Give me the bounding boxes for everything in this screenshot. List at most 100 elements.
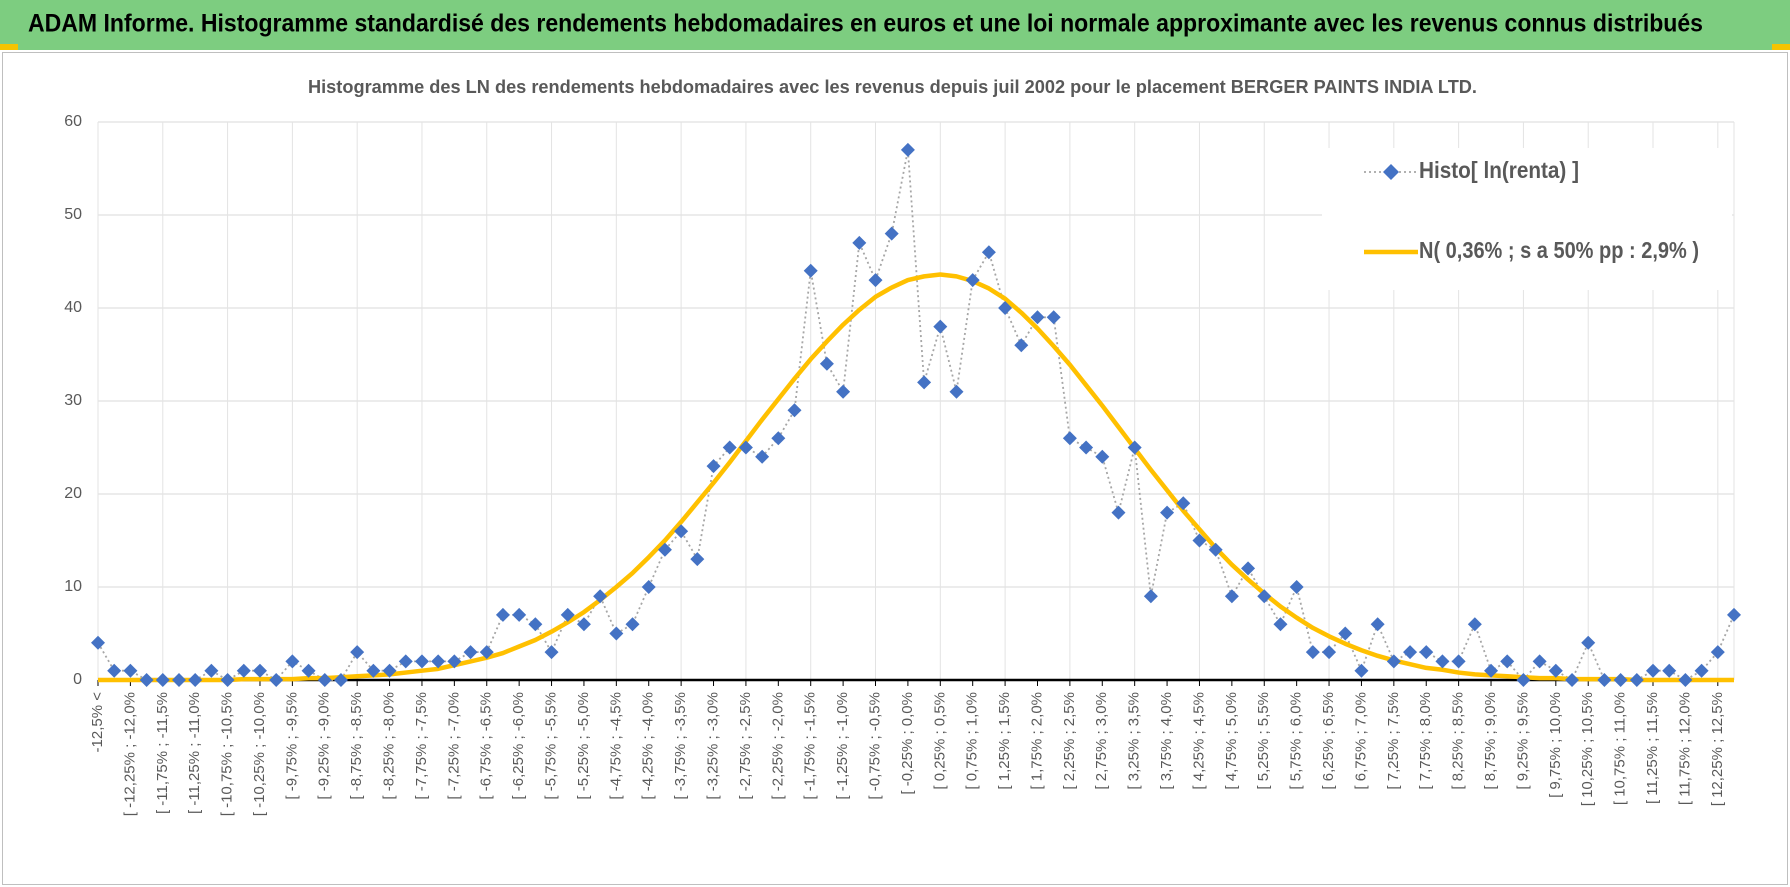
x-tick-label: [ -4,75% ; -4,5% [607, 692, 624, 800]
data-point [1451, 654, 1466, 669]
data-point [1662, 663, 1677, 678]
x-tick-label: [ 7,75% ; 8,0% [1417, 692, 1434, 790]
x-tick-label: [ -11,25% ; -11,0% [186, 692, 203, 814]
x-tick-label: [ 12,25% ; 12,5% [1709, 692, 1726, 806]
y-tick-label: 20 [64, 485, 82, 502]
x-tick-label: [ -2,75% ; -2,5% [737, 692, 754, 800]
y-tick-label: 0 [73, 671, 82, 688]
data-point [479, 645, 494, 660]
x-tick-label: [ 1,75% ; 2,0% [1028, 692, 1045, 790]
x-tick-label: [ -5,75% ; -5,5% [543, 692, 560, 800]
data-point [1370, 617, 1385, 632]
data-point [576, 617, 591, 632]
data-point [1386, 654, 1401, 669]
data-point [285, 654, 300, 669]
data-point [1322, 645, 1337, 660]
data-point [852, 235, 867, 250]
x-tick-label: [ 0,25% ; 0,5% [931, 692, 948, 790]
x-tick-label: [ 4,25% ; 4,5% [1190, 692, 1207, 790]
x-tick-label: [ -0,25% ; 0,0% [899, 692, 916, 795]
x-tick-label: [ 4,75% ; 5,0% [1223, 692, 1240, 790]
x-tick-label: [ -4,25% ; -4,0% [640, 692, 657, 800]
data-point [528, 617, 543, 632]
y-tick-label: 50 [64, 206, 82, 223]
data-point [1079, 440, 1094, 455]
data-point [1241, 561, 1256, 576]
x-tick-label: [ -6,75% ; -6,5% [478, 692, 495, 800]
data-point [998, 301, 1013, 315]
data-point [657, 542, 672, 557]
data-point [1176, 496, 1191, 511]
legend-label: Histo[ ln(renta) ] [1419, 157, 1579, 183]
x-tick-label: [ 8,25% ; 8,5% [1450, 692, 1467, 790]
data-point [1484, 663, 1499, 678]
data-point [269, 673, 284, 687]
data-point [1208, 542, 1223, 557]
data-point [1014, 338, 1029, 353]
data-point [1046, 310, 1061, 325]
data-point [690, 552, 705, 567]
data-point [884, 226, 899, 241]
header-title: ADAM Informe. Histogramme standardisé de… [28, 10, 1703, 38]
data-point [350, 645, 365, 660]
x-tick-label: [ 10,75% ; 11,0% [1612, 692, 1629, 805]
data-point [787, 403, 802, 418]
x-tick-label: [ 3,25% ; 3,5% [1126, 692, 1143, 790]
data-point [738, 440, 753, 455]
data-point [512, 607, 527, 622]
data-point [1289, 580, 1304, 594]
x-tick-label: [ -2,25% ; -2,0% [769, 692, 786, 800]
data-point [366, 663, 381, 678]
data-point [1597, 673, 1612, 687]
legend-label: N( 0,36% ; s a 50% pp : 2,9% ) [1419, 237, 1699, 263]
data-point [641, 580, 656, 594]
x-tick-label: [ 2,75% ; 3,0% [1093, 692, 1110, 790]
data-point [1467, 617, 1482, 632]
x-tick-label: [ -10,75% ; -10,5% [219, 692, 236, 816]
data-point [706, 459, 721, 474]
data-point [107, 663, 122, 678]
data-point [1678, 673, 1693, 687]
data-point [593, 589, 608, 604]
x-tick-label: [ 5,25% ; 5,5% [1255, 692, 1272, 790]
data-point [1727, 607, 1741, 622]
data-point [382, 663, 397, 678]
x-tick-label: [ 11,75% ; 12,0% [1676, 692, 1693, 805]
data-point [1403, 645, 1418, 660]
data-point [1435, 654, 1450, 669]
data-point [917, 375, 932, 390]
y-tick-label: 60 [64, 113, 82, 130]
data-point [1419, 645, 1434, 660]
data-point [609, 626, 624, 641]
data-point [1111, 505, 1126, 520]
x-tick-label: [ -12,25% ; -12,0% [121, 692, 138, 816]
x-tick-label: [ -6,25% ; -6,0% [510, 692, 527, 800]
data-point [1710, 645, 1725, 660]
x-tick-label: [ -1,75% ; -1,5% [802, 692, 819, 800]
data-point [1160, 505, 1175, 520]
data-point [544, 645, 559, 660]
data-point [1305, 645, 1320, 660]
data-point [1127, 440, 1142, 455]
data-point [819, 356, 834, 371]
x-tick-label: [ 6,75% ; 7,0% [1352, 692, 1369, 790]
data-point [333, 673, 348, 687]
data-point [1224, 589, 1239, 604]
x-tick-label: -12,5% < [89, 692, 106, 753]
data-point [1548, 663, 1563, 678]
data-point [463, 645, 478, 660]
data-point [1338, 626, 1353, 641]
corner-mark [0, 44, 18, 50]
x-tick-label: [ -0,75% ; -0,5% [866, 692, 883, 800]
data-point [1646, 663, 1661, 678]
x-tick-label: [ -1,25% ; -1,0% [834, 692, 851, 800]
x-tick-label: [ 3,75% ; 4,0% [1158, 692, 1175, 790]
series-line [97, 149, 1735, 682]
x-tick-label: [ 0,75% ; 1,0% [964, 692, 981, 790]
data-point [236, 663, 251, 678]
x-tick-label: [ 1,25% ; 1,5% [996, 692, 1013, 790]
data-point [91, 635, 105, 650]
x-tick-label: [ -3,75% ; -3,5% [672, 692, 689, 800]
data-point [981, 245, 996, 260]
